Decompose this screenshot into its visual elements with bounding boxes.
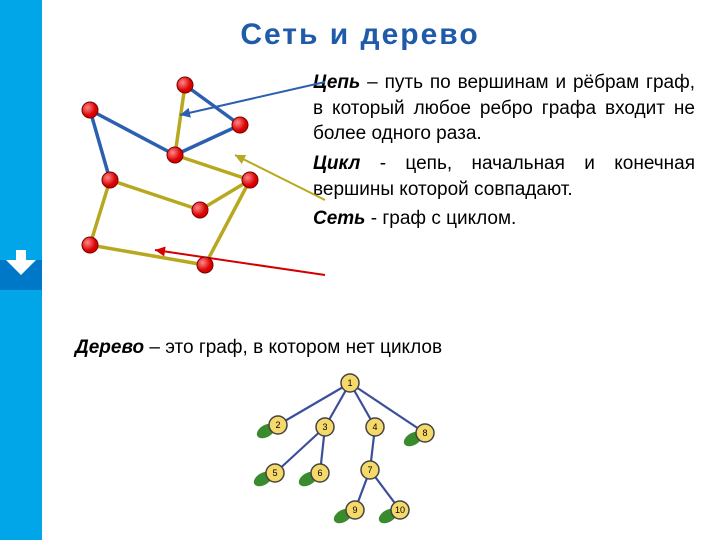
definitions-block: Цепь – путь по вершинам и рёбрам граф, в… — [305, 70, 695, 280]
svg-text:1: 1 — [347, 378, 352, 388]
text-network: - граф с циклом. — [365, 208, 516, 229]
def-chain: Цепь – путь по вершинам и рёбрам граф, в… — [313, 70, 695, 147]
svg-text:5: 5 — [272, 468, 277, 478]
svg-text:4: 4 — [372, 422, 377, 432]
network-graph — [55, 70, 305, 280]
svg-text:10: 10 — [395, 505, 405, 515]
svg-text:8: 8 — [422, 428, 427, 438]
text-tree: – это граф, в котором нет циклов — [144, 337, 442, 358]
top-section: Цепь – путь по вершинам и рёбрам граф, в… — [55, 70, 695, 280]
tree-graph: 1 2 3 4 8 5 6 7 9 10 — [200, 365, 500, 525]
text-cycle: - цепь, начальная и конечная вершины кот… — [313, 153, 695, 200]
def-tree: Дерево – это граф, в котором нет циклов — [75, 335, 695, 361]
svg-text:2: 2 — [275, 420, 280, 430]
page-title: Сеть и дерево — [240, 18, 479, 52]
text-chain: – путь по вершинам и рёбрам граф, в кото… — [313, 72, 695, 144]
def-network: Сеть - граф с циклом. — [313, 206, 695, 232]
svg-text:6: 6 — [317, 468, 322, 478]
svg-text:3: 3 — [322, 422, 327, 432]
term-tree: Дерево — [75, 337, 144, 358]
def-cycle: Цикл - цепь, начальная и конечная вершин… — [313, 151, 695, 202]
svg-text:7: 7 — [367, 465, 372, 475]
left-accent-stripe — [0, 0, 42, 540]
svg-text:9: 9 — [352, 505, 357, 515]
